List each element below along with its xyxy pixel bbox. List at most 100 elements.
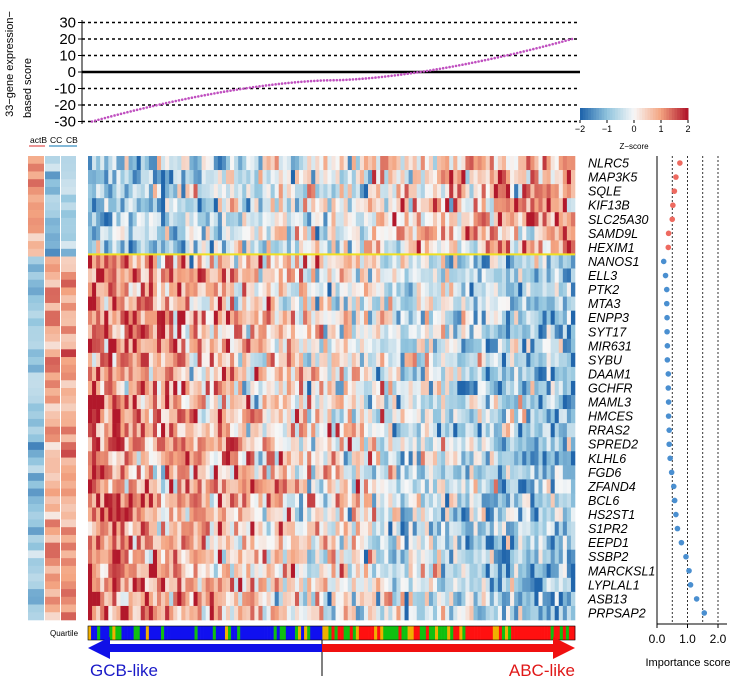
heatmap-cell [132, 184, 137, 199]
heatmap-cell [108, 184, 113, 199]
heatmap-cell [201, 479, 206, 494]
heatmap-cell [339, 240, 344, 255]
score-point [377, 75, 381, 79]
heatmap-cell [161, 409, 166, 424]
heatmap-cell [286, 296, 292, 311]
heatmap-cell [213, 507, 219, 522]
heatmap-cell [254, 451, 259, 466]
heatmap-cell [546, 170, 551, 185]
heatmap-cell [400, 591, 405, 607]
heatmap-cell [534, 170, 539, 185]
heatmap-cell [238, 198, 243, 213]
heatmap-cell [335, 240, 340, 255]
heatmap-cell [363, 395, 369, 410]
heatmap-cell [424, 184, 430, 199]
heatmap-cell [290, 240, 296, 255]
heatmap-cell [355, 324, 361, 340]
heatmap-cell [453, 437, 458, 452]
heatmap-cell [100, 310, 105, 326]
heatmap-cell [404, 451, 409, 466]
heatmap-cell [282, 226, 288, 241]
heatmap-cell [193, 296, 198, 311]
heatmap-cell [485, 156, 491, 171]
heatmap-cell [428, 380, 434, 396]
heatmap-cell [266, 437, 271, 452]
heatmap-cell [327, 282, 332, 297]
heatmap-cell [376, 170, 381, 185]
heatmap-cell [217, 366, 223, 382]
heatmap-cell [327, 184, 332, 199]
heatmap-cell [156, 254, 162, 269]
heatmap-cell [270, 296, 275, 311]
heatmap-cell [538, 465, 543, 480]
heatmap-cell [327, 310, 332, 326]
heatmap-cell [266, 240, 271, 255]
heatmap-cell [514, 254, 519, 269]
heatmap-cell [359, 549, 365, 565]
heatmap-cell [209, 226, 215, 241]
heatmap-cell [542, 409, 547, 424]
heatmap-cell [432, 268, 438, 283]
heatmap-cell [262, 479, 267, 494]
heatmap-cell [570, 507, 576, 522]
heatmap-cell [132, 282, 137, 297]
heatmap-cell [416, 212, 422, 227]
heatmap-cell [165, 437, 170, 452]
annotation-cell [28, 388, 44, 397]
heatmap-cell [290, 310, 296, 326]
heatmap-cell [449, 409, 454, 424]
heatmap-cell [493, 282, 499, 297]
heatmap-cell [542, 549, 547, 565]
heatmap-cell [424, 479, 430, 494]
heatmap-cell [408, 479, 413, 494]
heatmap-cell [526, 184, 531, 199]
heatmap-cell [412, 296, 418, 311]
heatmap-cell [270, 380, 275, 396]
heatmap-cell [493, 535, 499, 550]
heatmap-cell [506, 395, 511, 410]
gene-label: EEPD1 [588, 536, 629, 550]
heatmap-cell [205, 577, 211, 593]
heatmap-cell [246, 170, 251, 185]
heatmap-cell [136, 605, 142, 621]
heatmap-cell [108, 479, 113, 494]
heatmap-cell [343, 493, 349, 508]
heatmap-cell [355, 451, 361, 466]
heatmap-cell [359, 395, 365, 410]
heatmap-cell [420, 268, 426, 283]
score-point [554, 42, 558, 45]
annotation-cell [28, 573, 44, 582]
heatmap-cell [144, 521, 150, 536]
heatmap-cell [230, 296, 235, 311]
heatmap-cell [100, 282, 105, 297]
heatmap-cell [270, 451, 275, 466]
heatmap-cell [193, 591, 198, 607]
gene-label: KLHL6 [588, 452, 626, 466]
heatmap-cell [270, 493, 275, 508]
heatmap-cell [152, 352, 158, 368]
heatmap-cell [169, 170, 174, 185]
heatmap-cell [120, 240, 125, 255]
heatmap-cell [124, 226, 129, 241]
heatmap-cell [416, 395, 422, 410]
heatmap-cell [335, 254, 340, 269]
heatmap-cell [473, 605, 478, 621]
heatmap-cell [96, 156, 101, 171]
heatmap-cell [339, 479, 344, 494]
heatmap-cell [380, 577, 385, 593]
colorbar-panel: −2 −1 0 1 2Z−score [575, 108, 691, 151]
heatmap-cell [92, 198, 97, 213]
heatmap-cell [530, 380, 535, 396]
heatmap-cell [266, 296, 271, 311]
heatmap-cell [465, 268, 470, 283]
heatmap-cell [144, 451, 150, 466]
quartile-cell [264, 626, 268, 640]
heatmap-cell [221, 535, 227, 550]
heatmap-cell [432, 521, 438, 536]
heatmap-cell [100, 184, 105, 199]
quartile-cell [133, 626, 137, 640]
heatmap-cell [489, 198, 495, 213]
heatmap-cell [96, 437, 101, 452]
heatmap-cell [351, 535, 357, 550]
heatmap-cell [359, 409, 365, 424]
